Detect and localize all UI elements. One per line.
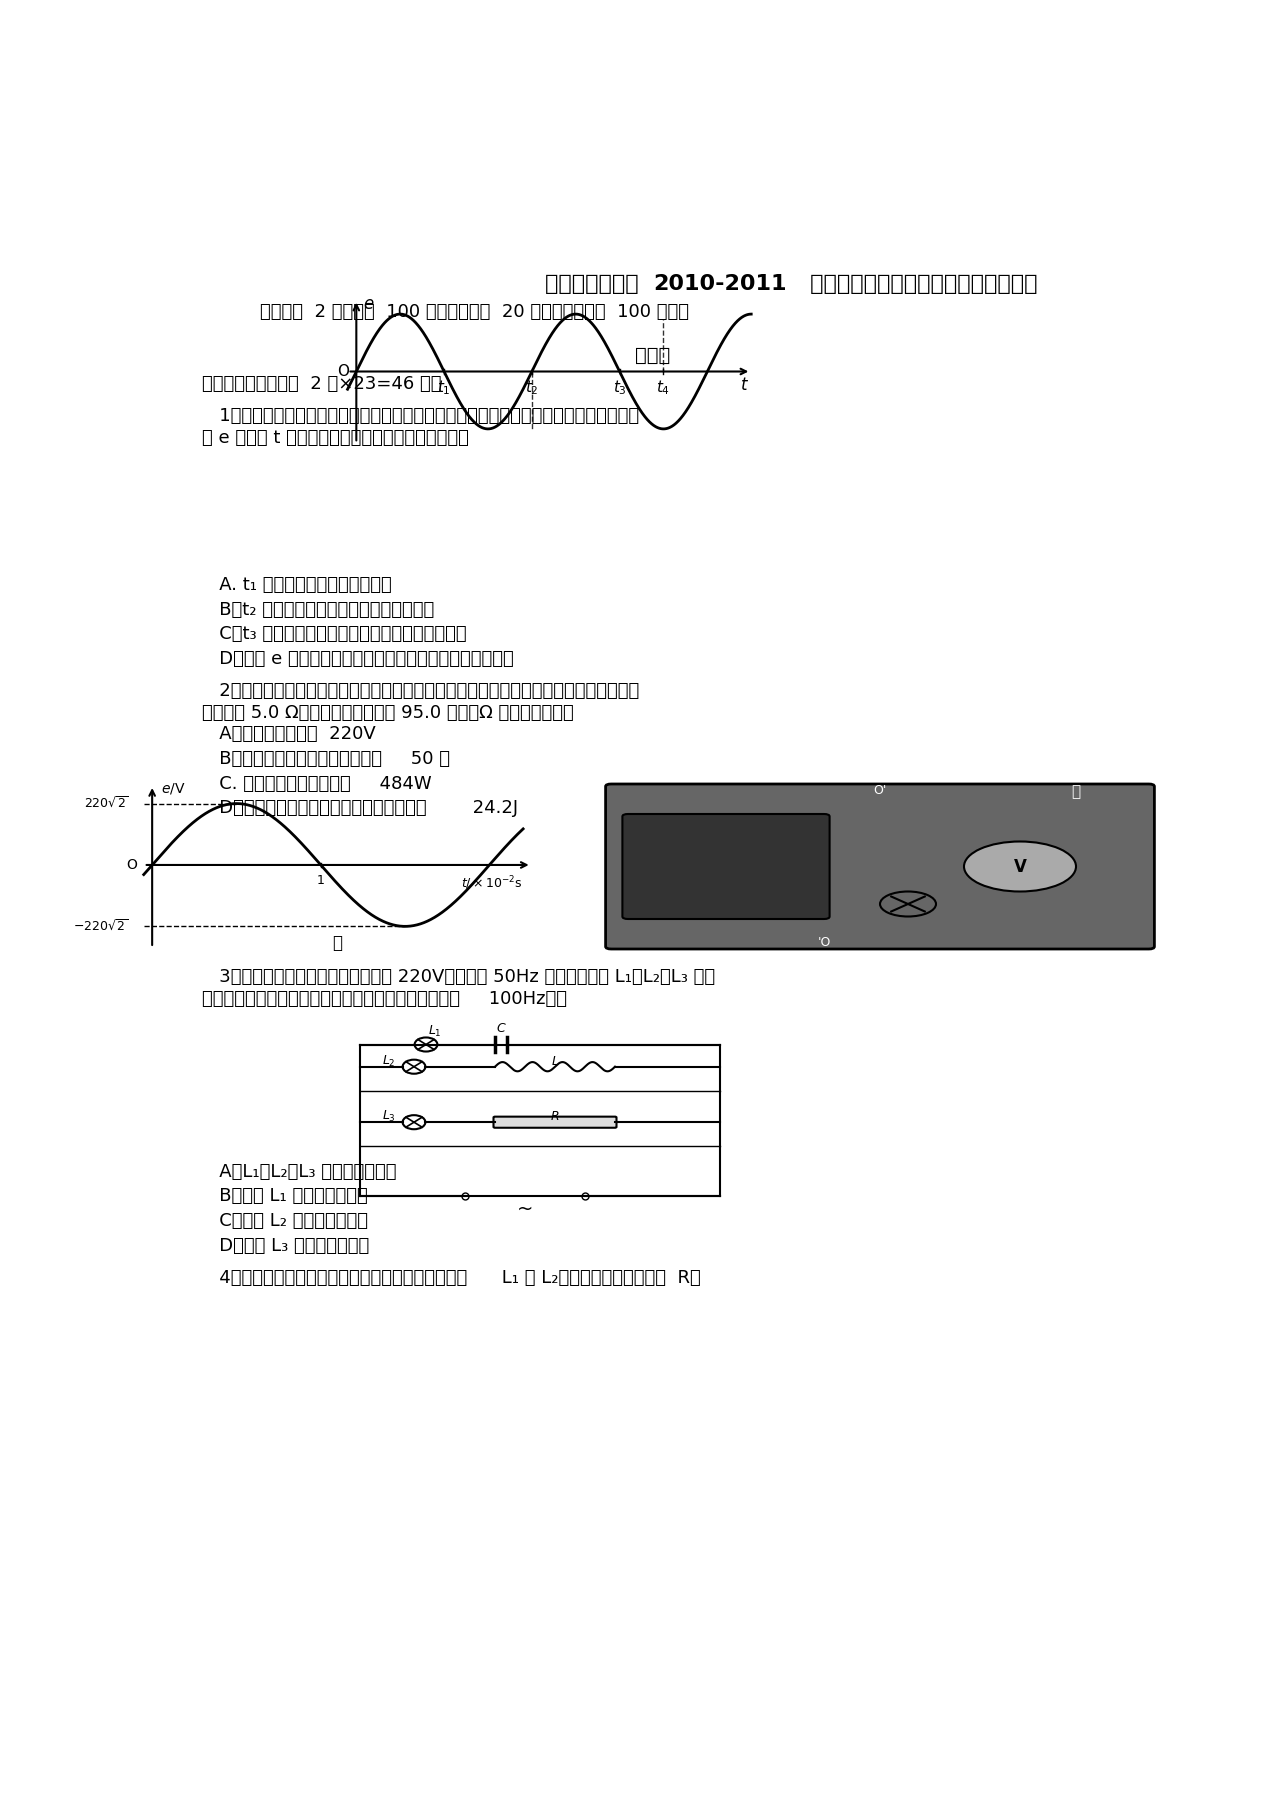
Text: 2．一台小型发电机产生的电动势随时间变化的正弦规律图象如图甲所示。已知发电机线: 2．一台小型发电机产生的电动势随时间变化的正弦规律图象如图甲所示。已知发电机线	[201, 682, 640, 700]
Text: 本试卷共  2 卷，满分  100 分，另选做题  20 分，考试时间为  100 分钟。: 本试卷共 2 卷，满分 100 分，另选做题 20 分，考试时间为 100 分钟…	[260, 303, 689, 321]
Text: O: O	[126, 859, 138, 871]
Text: D．只有 L₃ 的亮度比原来亮: D．只有 L₃ 的亮度比原来亮	[201, 1238, 369, 1256]
Text: $e$/V: $e$/V	[161, 781, 185, 796]
Text: $t$: $t$	[740, 375, 749, 393]
Text: C．只有 L₂ 的亮度比原来亮: C．只有 L₂ 的亮度比原来亮	[201, 1212, 368, 1230]
Circle shape	[964, 841, 1077, 891]
Text: $t_4$: $t_4$	[656, 379, 670, 397]
Text: 乙: 乙	[1071, 785, 1080, 799]
Text: 一、不定项选择题（  2 分×23=46 分）: 一、不定项选择题（ 2 分×23=46 分）	[201, 375, 441, 393]
Text: 相同。若保持交流电源的电压不变，只将其频率改变为     100Hz，则: 相同。若保持交流电源的电压不变，只将其频率改变为 100Hz，则	[201, 990, 567, 1008]
Text: $L$: $L$	[550, 1055, 559, 1068]
Text: B．只有 L₁ 的亮度比原来亮: B．只有 L₁ 的亮度比原来亮	[201, 1187, 368, 1205]
Text: 3．如图所示，当交流电源的电压为 220V，频率为 50Hz 时，三只灯泡 L₁、L₂、L₃ 亮度: 3．如图所示，当交流电源的电压为 220V，频率为 50Hz 时，三只灯泡 L₁…	[201, 969, 715, 987]
Text: 2010-2011: 2010-2011	[654, 274, 786, 294]
FancyBboxPatch shape	[623, 814, 829, 918]
Text: $t/\times10^{-2}$s: $t/\times10^{-2}$s	[461, 875, 524, 891]
Text: $L_3$: $L_3$	[382, 1109, 396, 1124]
Text: $t_1$: $t_1$	[437, 379, 451, 397]
Text: $e$: $e$	[363, 294, 375, 312]
Text: 1: 1	[317, 875, 325, 888]
Text: A. t₁ 时刻通过线圈的磁通量为零: A. t₁ 时刻通过线圈的磁通量为零	[201, 575, 391, 594]
Text: 北京市师大附中: 北京市师大附中	[545, 274, 654, 294]
FancyBboxPatch shape	[493, 1117, 617, 1128]
Text: D．每当 e 变换方向时，通过线圈的磁通量绝对值都为最大: D．每当 e 变换方向时，通过线圈的磁通量绝对值都为最大	[201, 649, 513, 667]
Text: 1．一矩形线圈，绕垂直于匀强磁场并位于线圈平面内的固定轴转动。线圈中的感应电动: 1．一矩形线圈，绕垂直于匀强磁场并位于线圈平面内的固定轴转动。线圈中的感应电动	[201, 408, 640, 426]
Text: $-220\sqrt{2}$: $-220\sqrt{2}$	[73, 918, 129, 934]
Text: $220\sqrt{2}$: $220\sqrt{2}$	[84, 796, 129, 812]
Text: C．t₃ 时刻通过线圈的磁通量变化率的绝对值最大: C．t₃ 时刻通过线圈的磁通量变化率的绝对值最大	[201, 626, 466, 644]
Text: 第一卷: 第一卷	[636, 346, 670, 364]
Text: $L_1$: $L_1$	[428, 1025, 442, 1039]
Text: V: V	[1014, 857, 1027, 875]
Text: 学年下学期高二年级期中考试物理试卷: 学年下学期高二年级期中考试物理试卷	[803, 274, 1037, 294]
Text: 4．理想变压器副线圈通过输电线接两个相同的灯泡      L₁ 和 L₂，输电线的等效电阻为  R，: 4．理想变压器副线圈通过输电线接两个相同的灯泡 L₁ 和 L₂，输电线的等效电阻…	[201, 1268, 701, 1286]
Text: 甲: 甲	[333, 934, 343, 953]
Text: $R$: $R$	[550, 1109, 559, 1124]
Text: 'O: 'O	[818, 936, 831, 949]
Text: D．发电机线圈内阻每秒钟产生的焦耳热为        24.2J: D．发电机线圈内阻每秒钟产生的焦耳热为 24.2J	[201, 799, 519, 817]
Text: 圈内阻为 5.0 Ω，则外接一只电阻为 95.0 的灯泡Ω 如图乙所示，则: 圈内阻为 5.0 Ω，则外接一只电阻为 95.0 的灯泡Ω 如图乙所示，则	[201, 704, 573, 722]
Text: A．L₁、L₂、L₃ 亮度都比原来亮: A．L₁、L₂、L₃ 亮度都比原来亮	[201, 1164, 396, 1182]
Text: O': O'	[873, 785, 887, 797]
Text: $t_3$: $t_3$	[613, 379, 627, 397]
Text: C. 灯泡实际消耗的功率为     484W: C. 灯泡实际消耗的功率为 484W	[201, 774, 432, 792]
Text: B．t₂ 时刻通过线圈的磁通量的绝对值最大: B．t₂ 时刻通过线圈的磁通量的绝对值最大	[201, 601, 434, 619]
Text: $t_2$: $t_2$	[525, 379, 539, 397]
FancyBboxPatch shape	[605, 785, 1154, 949]
Text: A．电压表的示数为  220V: A．电压表的示数为 220V	[201, 725, 376, 743]
Text: B．电路中的电流方向每秒钟改变     50 次: B．电路中的电流方向每秒钟改变 50 次	[201, 750, 450, 769]
Text: 势 e 随时间 t 的变化如图所示。下面说法中正确的是: 势 e 随时间 t 的变化如图所示。下面说法中正确的是	[201, 429, 469, 447]
Text: O: O	[338, 364, 349, 379]
Text: ~: ~	[517, 1200, 534, 1220]
Text: $C$: $C$	[496, 1023, 506, 1035]
Text: $L_2$: $L_2$	[382, 1054, 396, 1068]
